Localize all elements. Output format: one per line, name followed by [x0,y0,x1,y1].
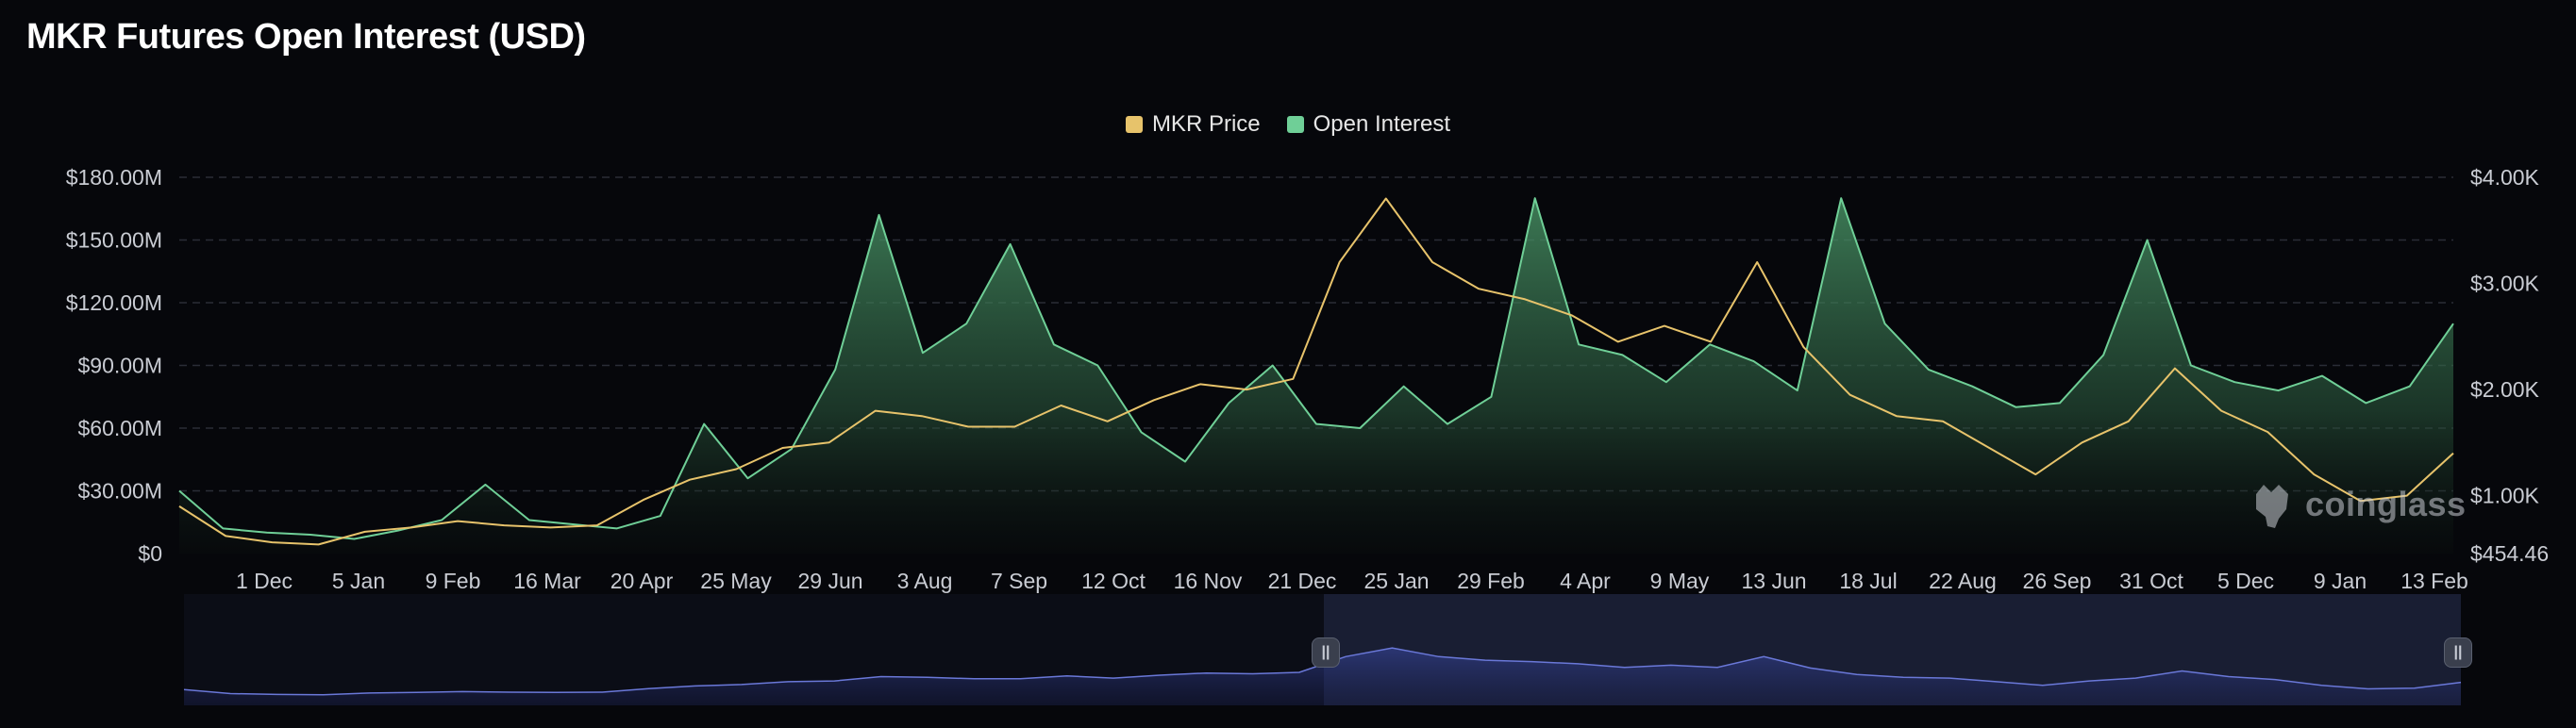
x-tick-label: 12 Oct [1081,569,1146,593]
legend-item-open-interest[interactable]: Open Interest [1286,111,1451,138]
legend-swatch-open-interest [1286,116,1304,133]
x-tick-label: 13 Jun [1741,569,1806,593]
x-tick-label: 16 Nov [1174,569,1243,593]
x-tick-label: 21 Dec [1268,569,1337,593]
x-tick-label: 29 Jun [797,569,862,593]
x-tick-label: 9 Jan [2314,569,2367,593]
x-tick-label: 13 Feb [2400,569,2468,593]
y-left-tick-label: $60.00M [77,416,162,440]
chart-legend: MKR Price Open Interest [0,111,2576,138]
y-axis-left: $0 $30.00M $60.00M $90.00M $120.00M $150.00M $… [66,165,162,566]
open-interest-line [178,197,2454,540]
y-right-tick-label: $1.00K [2470,484,2540,508]
x-tick-label: 20 Apr [611,569,674,593]
x-tick-label: 1 Dec [236,569,293,593]
x-tick-label: 5 Jan [332,569,385,593]
series-layer [178,197,2454,554]
x-tick-label: 7 Sep [991,569,1047,593]
x-tick-label: 25 May [700,569,772,593]
navigator-left-handle[interactable]: || [1312,637,1340,668]
x-tick-label: 31 Oct [2119,569,2183,593]
x-tick-label: 25 Jan [1363,569,1429,593]
x-tick-label: 9 Feb [426,569,481,593]
y-left-tick-label: $90.00M [77,354,162,378]
x-tick-label: 3 Aug [897,569,953,593]
open-interest-area [179,198,2453,554]
legend-label-mkr-price: MKR Price [1151,111,1261,137]
y-left-tick-label: $150.00M [66,228,162,253]
x-tick-label: 9 May [1650,569,1710,593]
coinglass-watermark: coinglass [2250,481,2467,528]
y-right-tick-label: $3.00K [2470,272,2540,296]
y-right-tick-label: $2.00K [2470,377,2540,402]
watermark-text: coinglass [2305,485,2467,523]
y-right-tick-label: $454.46 [2470,541,2549,566]
x-tick-label: 22 Aug [1929,569,1997,593]
y-left-tick-label: $0 [138,541,162,566]
y-right-tick-label: $4.00K [2470,165,2540,190]
legend-item-mkr-price[interactable]: MKR Price [1125,111,1261,138]
x-tick-label: 5 Dec [2217,569,2274,593]
navigator-right-handle[interactable]: || [2444,637,2472,668]
x-tick-label: 26 Sep [2023,569,2092,593]
legend-swatch-mkr-price [1125,116,1143,133]
y-left-tick-label: $120.00M [66,290,162,315]
x-tick-label: 4 Apr [1560,569,1611,593]
y-left-tick-label: $180.00M [66,165,162,190]
chart-title: MKR Futures Open Interest (USD) [26,17,586,57]
y-axis-right: $454.46 $1.00K $2.00K $3.00K $4.00K [2470,165,2549,566]
x-tick-label: 16 Mar [513,569,581,593]
navigator-area [184,648,2461,705]
x-tick-label: 18 Jul [1839,569,1897,593]
x-tick-label: 29 Feb [1457,569,1525,593]
y-left-tick-label: $30.00M [77,479,162,504]
coinglass-logo-icon [2256,485,2288,528]
legend-label-open-interest: Open Interest [1313,111,1451,137]
x-axis: 1 Dec 5 Jan 9 Feb 16 Mar 20 Apr 25 May 29 Jun 3… [236,569,2468,593]
range-navigator[interactable] [183,594,2462,705]
mkr-price-line [178,197,2454,546]
